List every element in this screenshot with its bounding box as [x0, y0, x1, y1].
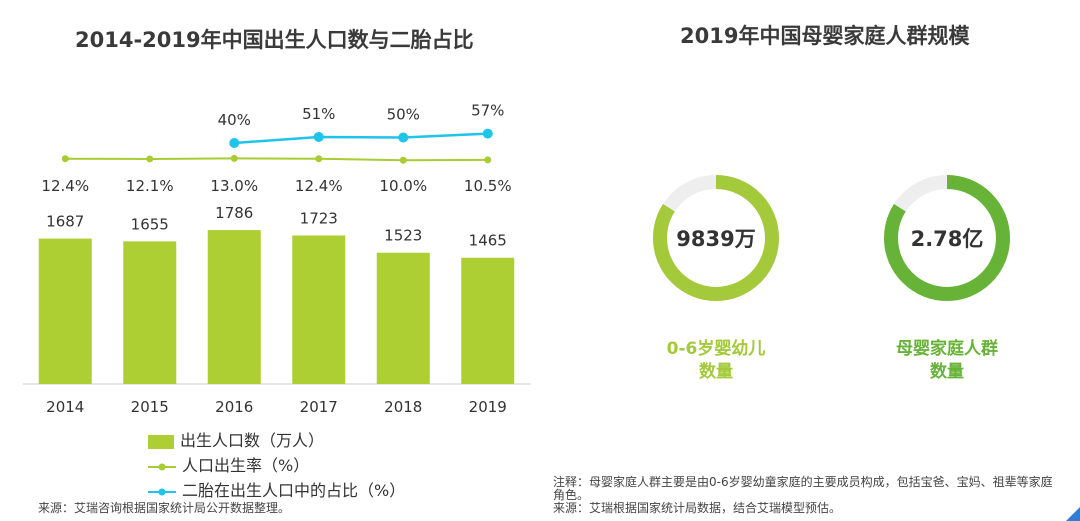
second-child-point-2018 — [398, 132, 409, 143]
donut1-label-line2: 数量 — [699, 362, 733, 382]
bar-value-label-2016: 1786 — [215, 204, 253, 222]
corner-decoration — [1066, 507, 1080, 521]
second-child-label-2018: 50% — [387, 106, 420, 124]
birth-rate-point-2017 — [315, 155, 323, 163]
legend-bar-swatch — [148, 434, 174, 449]
birth-rate-point-2019 — [484, 156, 492, 164]
donut2-arc — [884, 175, 1010, 301]
birth-rate-point-2015 — [146, 155, 154, 163]
x-tick-label-2015: 2015 — [131, 398, 169, 416]
donut1-label-line1: 0-6岁婴幼儿 — [666, 339, 766, 359]
donut2-label-line2: 数量 — [930, 362, 964, 382]
bar-2014 — [38, 238, 92, 384]
x-tick-label-2016: 2016 — [215, 398, 253, 416]
bar-value-label-2019: 1465 — [469, 232, 507, 250]
donut2-value: 2.78亿 — [911, 227, 984, 251]
birth-rate-line — [65, 157, 488, 162]
bar-value-label-2017: 1723 — [300, 209, 338, 227]
birth-rate-label-2017: 12.4% — [295, 177, 343, 195]
bar-value-label-2015: 1655 — [131, 215, 169, 233]
second-child-label-2017: 51% — [302, 105, 335, 123]
donut1-value: 9839万 — [676, 227, 755, 251]
x-tick-label-2017: 2017 — [300, 398, 338, 416]
legend-second-child-swatch — [148, 488, 176, 495]
right-note: 注释：母婴家庭人群主要是由0-6岁婴幼童家庭的主要成员构成，包括宝爸、宝妈、祖辈… — [553, 476, 1063, 515]
legend-birth-rate: 人口出生率（%） — [148, 452, 309, 476]
second-child-line — [234, 132, 488, 145]
bar-2019 — [461, 257, 515, 384]
legend-birth-rate-label: 人口出生率（%） — [182, 456, 310, 475]
left-source: 来源：艾瑞咨询根据国家统计局公开数据整理。 — [38, 501, 291, 515]
birth-rate-label-2015: 12.1% — [126, 177, 174, 195]
legend-bar: 出生人口数（万人） — [148, 427, 324, 451]
x-tick-label-2018: 2018 — [384, 398, 422, 416]
legend-second-child: 二胎在出生人口中的占比（%） — [148, 477, 405, 501]
second-child-point-2017 — [313, 131, 324, 142]
second-child-label-2019: 57% — [471, 102, 504, 120]
birth-rate-point-2016 — [230, 154, 238, 162]
birth-rate-point-2014 — [61, 155, 69, 163]
right-source: 来源：艾瑞根据国家统计局数据，结合艾瑞模型预估。 — [553, 501, 842, 515]
right-chart-title: 2019年中国母婴家庭人群规模 — [680, 24, 970, 48]
x-tick-label-2019: 2019 — [469, 398, 507, 416]
second-child-point-2016 — [229, 138, 240, 148]
birth-rate-label-2014: 12.4% — [41, 177, 89, 195]
second-child-point-2019 — [482, 128, 493, 139]
legend-bar-label: 出生人口数（万人） — [180, 431, 325, 450]
birth-rate-label-2016: 13.0% — [210, 177, 258, 195]
right-note-text: 注释：母婴家庭人群主要是由0-6岁婴幼童家庭的主要成员构成，包括宝爸、宝妈、祖辈… — [553, 475, 1053, 502]
donut2-label-line1: 母婴家庭人群 — [896, 339, 998, 359]
x-tick-label-2014: 2014 — [46, 398, 84, 416]
legend-birth-rate-swatch — [148, 463, 176, 470]
birth-rate-label-2019: 10.5% — [464, 177, 512, 195]
bar-value-label-2014: 1687 — [46, 213, 84, 231]
left-chart-title: 2014-2019年中国出生人口数与二胎占比 — [75, 28, 474, 52]
legend-second-child-label: 二胎在出生人口中的占比（%） — [182, 481, 406, 500]
bar-value-label-2018: 1523 — [384, 227, 422, 245]
bar-2018 — [376, 252, 430, 384]
donut1-label: 0-6岁婴幼儿 数量 — [626, 338, 806, 384]
bar-2016 — [207, 230, 261, 384]
donut2-label: 母婴家庭人群 数量 — [857, 338, 1037, 384]
second-child-label-2016: 40% — [218, 111, 251, 129]
birth-rate-point-2018 — [399, 156, 407, 164]
birth-rate-label-2018: 10.0% — [379, 177, 427, 195]
donut1-arc — [653, 175, 779, 301]
bar-2017 — [292, 235, 346, 384]
bar-2015 — [123, 241, 177, 384]
